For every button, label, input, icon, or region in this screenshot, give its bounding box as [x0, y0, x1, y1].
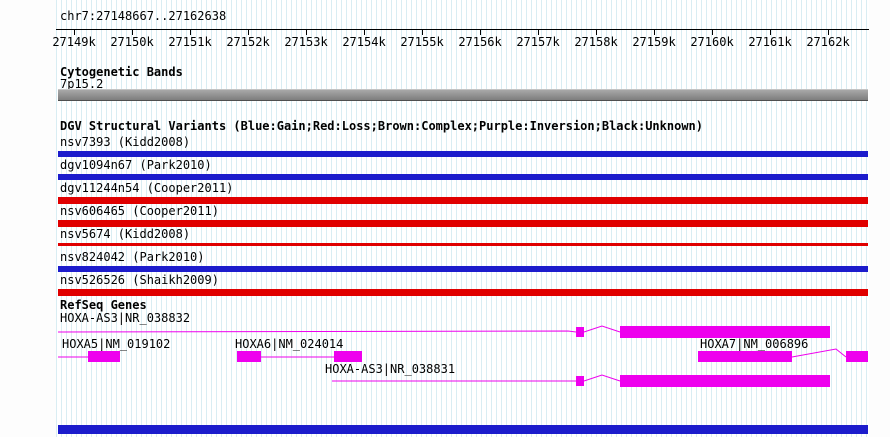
ruler-tick	[480, 30, 481, 35]
ruler-tick	[828, 30, 829, 35]
ruler-axis-line[interactable]	[56, 29, 869, 30]
variant-label: nsv7393 (Kidd2008)	[60, 135, 191, 149]
ruler-tick-label: 27157k	[516, 35, 560, 49]
gene-intron-line	[583, 374, 621, 382]
variant-bar[interactable]	[58, 197, 868, 204]
gene-exon[interactable]	[334, 351, 362, 362]
region-coordinates: chr7:27148667..27162638	[60, 9, 227, 23]
gene-exon[interactable]	[88, 351, 120, 362]
ruler-tick	[422, 30, 423, 35]
ruler-tick	[712, 30, 713, 35]
gene-exon[interactable]	[846, 351, 868, 362]
ruler-tick-label: 27149k	[52, 35, 96, 49]
ruler-tick	[190, 30, 191, 35]
ruler-tick-label: 27153k	[284, 35, 328, 49]
ruler-tick	[596, 30, 597, 35]
ruler-tick	[654, 30, 655, 35]
variant-bar[interactable]	[58, 151, 868, 157]
overview-position-bar[interactable]	[58, 425, 868, 434]
ruler-tick-label: 27151k	[168, 35, 212, 49]
variant-bar[interactable]	[58, 289, 868, 296]
ruler-tick	[132, 30, 133, 35]
ruler-tick-label: 27160k	[690, 35, 734, 49]
variant-label: nsv824042 (Park2010)	[60, 250, 205, 264]
gene-exon[interactable]	[620, 375, 830, 387]
ruler-tick-label: 27156k	[458, 35, 502, 49]
ruler-tick-label: 27150k	[110, 35, 154, 49]
ruler-tick-label: 27158k	[574, 35, 618, 49]
variant-label: nsv526526 (Shaikh2009)	[60, 273, 219, 287]
gene-label: HOXA6|NM_024014	[235, 337, 344, 351]
variant-bar[interactable]	[58, 220, 868, 227]
ruler-tick	[306, 30, 307, 35]
gene-label: HOXA5|NM_019102	[62, 337, 171, 351]
gene-exon[interactable]	[576, 327, 584, 337]
gene-intron-line	[791, 348, 847, 358]
variant-label: dgv1094n67 (Park2010)	[60, 158, 212, 172]
ruler-tick-label: 27154k	[342, 35, 386, 49]
ruler-tick-label: 27162k	[806, 35, 850, 49]
ruler-tick-label: 27159k	[632, 35, 676, 49]
ruler-tick-label: 27155k	[400, 35, 444, 49]
ruler-tick	[74, 30, 75, 35]
gene-label: HOXA7|NM_006896	[700, 337, 809, 351]
ruler-tick	[248, 30, 249, 35]
ruler-tick-label: 27161k	[748, 35, 792, 49]
variant-label: nsv606465 (Cooper2011)	[60, 204, 219, 218]
variant-label: dgv11244n54 (Cooper2011)	[60, 181, 234, 195]
gene-intron-line	[57, 330, 577, 333]
variant-bar[interactable]	[58, 266, 868, 272]
ruler-tick	[364, 30, 365, 35]
refseq-section-title: RefSeq Genes	[60, 298, 147, 312]
cytoband-name-label: 7p15.2	[60, 77, 104, 91]
cytoband-bar[interactable]	[58, 89, 868, 101]
ruler-tick	[538, 30, 539, 35]
cytoband-section-title: Cytogenetic Bands	[60, 65, 183, 79]
grid-background	[56, 0, 869, 437]
variant-bar[interactable]	[58, 243, 868, 246]
variant-label: nsv5674 (Kidd2008)	[60, 227, 191, 241]
ruler-tick-label: 27152k	[226, 35, 270, 49]
gene-label: HOXA-AS3|NR_038832	[60, 311, 191, 325]
variant-bar[interactable]	[58, 174, 868, 180]
gene-exon[interactable]	[620, 326, 830, 338]
gene-exon[interactable]	[237, 351, 261, 362]
gene-exon[interactable]	[576, 376, 584, 386]
gene-intron-line	[583, 325, 621, 333]
gene-exon[interactable]	[698, 351, 792, 362]
gene-label: HOXA-AS3|NR_038831	[325, 362, 456, 376]
ruler-tick	[770, 30, 771, 35]
dgv-section-title: DGV Structural Variants (Blue:Gain;Red:L…	[60, 119, 703, 133]
